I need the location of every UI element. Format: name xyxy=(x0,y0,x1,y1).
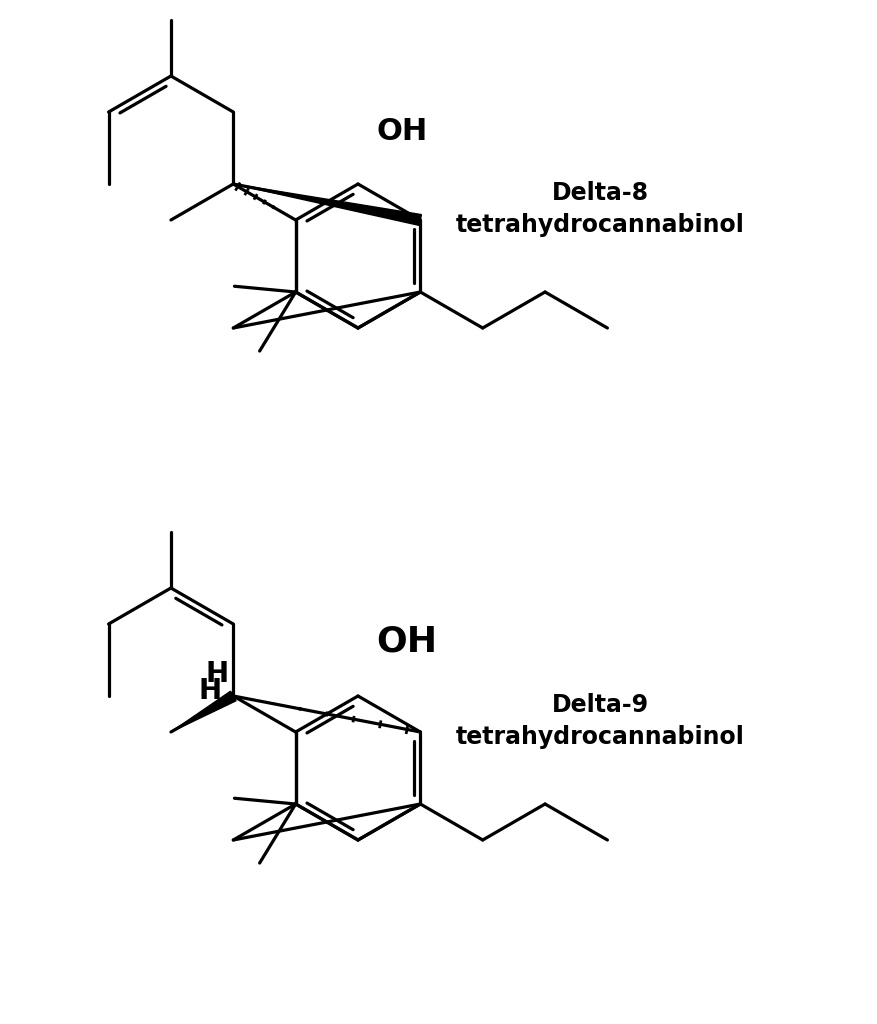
Polygon shape xyxy=(233,184,421,225)
Text: H: H xyxy=(198,677,221,705)
Polygon shape xyxy=(171,691,236,732)
Text: Delta-9
tetrahydrocannabinol: Delta-9 tetrahydrocannabinol xyxy=(455,693,744,749)
Text: OH: OH xyxy=(375,624,437,658)
Text: OH: OH xyxy=(375,117,427,146)
Text: Delta-8
tetrahydrocannabinol: Delta-8 tetrahydrocannabinol xyxy=(455,181,744,237)
Text: H: H xyxy=(205,660,228,688)
